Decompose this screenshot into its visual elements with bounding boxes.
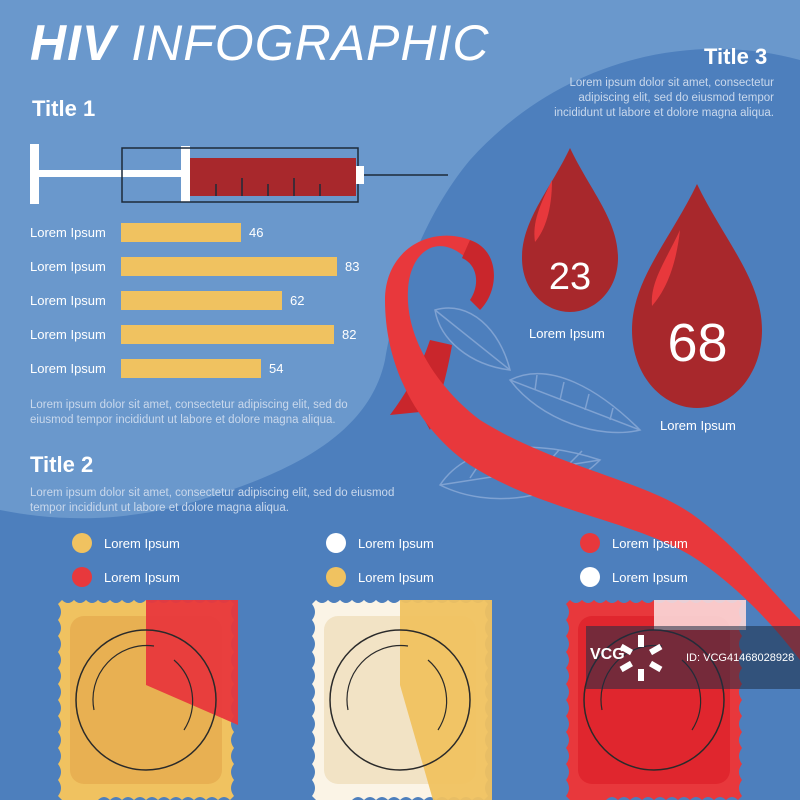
legend-label: Lorem Ipsum bbox=[612, 569, 688, 585]
legend-dot bbox=[580, 567, 600, 587]
legend-dot bbox=[326, 533, 346, 553]
bar-row: Lorem Ipsum 46 bbox=[30, 221, 263, 243]
section3-paragraph: Lorem ipsum dolor sit amet, consectetur … bbox=[554, 77, 774, 119]
bar-row: Lorem Ipsum 82 bbox=[30, 323, 356, 345]
bar bbox=[121, 324, 334, 344]
bar-row: Lorem Ipsum 62 bbox=[30, 289, 304, 311]
watermark-banner: ID: VCG41468028928 bbox=[586, 626, 800, 689]
legend-item: Lorem Ipsum bbox=[580, 533, 688, 553]
bar-label: Lorem Ipsum bbox=[30, 292, 106, 308]
drop-label: Lorem Ipsum bbox=[529, 326, 605, 341]
blood-drop-icon bbox=[632, 184, 762, 408]
syringe-icon bbox=[30, 144, 448, 204]
drop-label: Lorem Ipsum bbox=[660, 418, 736, 433]
legend-label: Lorem Ipsum bbox=[104, 569, 180, 585]
legend-label: Lorem Ipsum bbox=[104, 535, 180, 551]
legend-dot bbox=[326, 567, 346, 587]
bar bbox=[121, 358, 261, 378]
legend-label: Lorem Ipsum bbox=[358, 535, 434, 551]
ribbon-main bbox=[385, 235, 800, 660]
bar bbox=[121, 222, 241, 242]
legend-item: Lorem Ipsum bbox=[72, 533, 180, 553]
legend-label: Lorem Ipsum bbox=[612, 535, 688, 551]
title-bold: HIV bbox=[30, 15, 117, 71]
watermark-mark: VCG bbox=[590, 646, 625, 663]
page-title: HIV INFOGRAPHIC bbox=[30, 14, 490, 72]
blood-drop-icon bbox=[522, 148, 618, 312]
legend-item: Lorem Ipsum bbox=[580, 567, 688, 587]
section1-title: Title 1 bbox=[32, 96, 96, 121]
bar bbox=[121, 256, 337, 276]
legend-dot bbox=[580, 533, 600, 553]
bar bbox=[121, 290, 282, 310]
bar-value: 46 bbox=[249, 224, 264, 240]
title-thin: INFOGRAPHIC bbox=[131, 15, 490, 71]
section2-paragraph: Lorem ipsum dolor sit amet, consectetur … bbox=[30, 487, 395, 514]
bar-value: 82 bbox=[342, 326, 357, 342]
condom-packet-white bbox=[312, 600, 492, 800]
bar-label: Lorem Ipsum bbox=[30, 224, 106, 240]
bar-label: Lorem Ipsum bbox=[30, 360, 106, 376]
legend-label: Lorem Ipsum bbox=[358, 569, 434, 585]
drop-value: 23 bbox=[548, 256, 592, 298]
bar-value: 83 bbox=[345, 258, 360, 274]
ribbon-loop-top bbox=[462, 240, 494, 310]
section1-paragraph: Lorem ipsum dolor sit amet, consectetur … bbox=[30, 399, 348, 426]
condom-packet-yellow bbox=[58, 600, 238, 800]
bar-label: Lorem Ipsum bbox=[30, 326, 106, 342]
bar-row: Lorem Ipsum 54 bbox=[30, 357, 283, 379]
bar-value: 62 bbox=[290, 292, 305, 308]
watermark-logo-icon bbox=[619, 634, 663, 681]
legend-item: Lorem Ipsum bbox=[326, 533, 434, 553]
legend-item: Lorem Ipsum bbox=[326, 567, 434, 587]
legend-dot bbox=[72, 567, 92, 587]
section3-title: Title 3 bbox=[704, 44, 768, 69]
drop-value: 68 bbox=[667, 313, 728, 373]
legend-dot bbox=[72, 533, 92, 553]
section2-title: Title 2 bbox=[30, 452, 94, 477]
watermark-id: ID: VCG41468028928 bbox=[686, 651, 795, 664]
bar-label: Lorem Ipsum bbox=[30, 258, 106, 274]
bar-row: Lorem Ipsum 83 bbox=[30, 255, 359, 277]
legend-item: Lorem Ipsum bbox=[72, 567, 180, 587]
bar-value: 54 bbox=[269, 360, 284, 376]
